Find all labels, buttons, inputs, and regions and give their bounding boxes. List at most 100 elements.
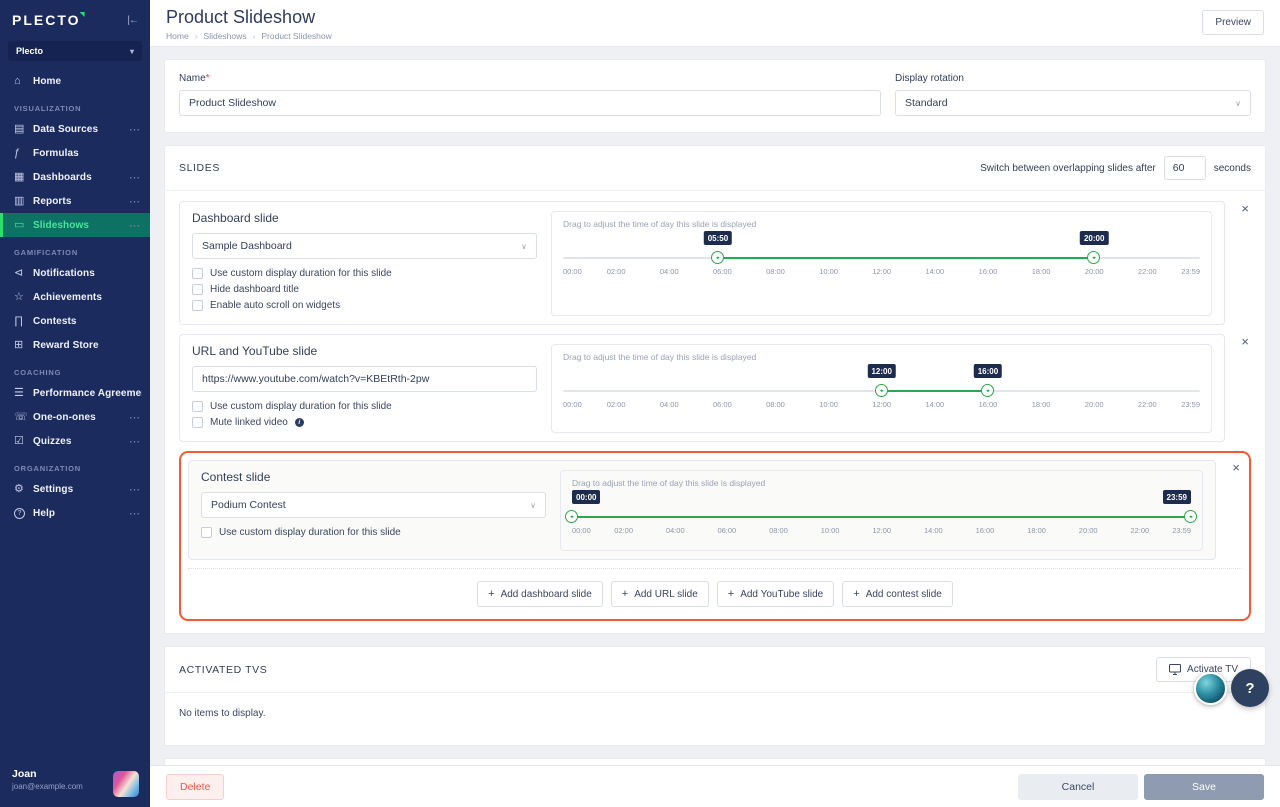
overlap-switch-label: Switch between overlapping slides after — [980, 162, 1156, 174]
sidebar-item-dashboards[interactable]: ▦ Dashboards ⋯ — [0, 165, 150, 189]
slides-section-title: SLIDES — [179, 162, 220, 174]
checkbox[interactable] — [192, 268, 203, 279]
more-options-icon[interactable]: ⋯ — [129, 195, 140, 208]
more-options-icon[interactable]: ⋯ — [129, 435, 140, 448]
formulas-icon: ƒ — [14, 146, 21, 159]
slider-handle-end[interactable] — [1087, 251, 1101, 264]
sidebar-item-quizzes[interactable]: ☑ Quizzes ⋯ — [0, 429, 150, 453]
preview-button[interactable]: Preview — [1202, 10, 1264, 35]
more-options-icon[interactable]: ⋯ — [129, 507, 140, 520]
info-icon[interactable]: i — [294, 418, 304, 427]
checkbox[interactable] — [192, 417, 203, 428]
time-range-slider: 00:00 23:59 00:00 02:00 04:00 06:00 08:00 10:… — [565, 490, 1197, 536]
save-button[interactable]: Save — [1144, 773, 1264, 800]
slider-range — [572, 516, 1191, 518]
plecto-logo: PLECTO — [12, 12, 85, 28]
chat-launcher[interactable] — [1194, 672, 1227, 705]
add-slide-button[interactable]: + Add contest slide — [842, 581, 953, 607]
time-range-slider: 12:00 16:00 00:00 02:00 04:00 06:00 08:00 10:… — [563, 364, 1200, 410]
display-rotation-value: Standard — [905, 97, 948, 109]
url-slide-options: Use custom display duration for this sli… — [192, 401, 537, 428]
slider-tooltip-end: 20:00 — [1079, 231, 1109, 245]
remove-slide-icon[interactable]: × — [1241, 201, 1249, 216]
contest-slide-options: Use custom display duration for this sli… — [201, 527, 546, 538]
user-email: joan@example.com — [12, 782, 83, 791]
tick-label: 00:00 — [563, 267, 582, 276]
tick-label: 02:00 — [606, 400, 626, 409]
dashboard-select[interactable]: Sample Dashboard ∨ — [192, 233, 537, 259]
more-options-icon[interactable]: ⋯ — [129, 411, 140, 424]
slider-handle-start[interactable] — [565, 510, 578, 523]
sidebar-item-slideshows[interactable]: ▭ Slideshows ⋯ — [0, 213, 150, 237]
sidebar-item-home[interactable]: ⌂ Home — [0, 69, 150, 93]
contest-select[interactable]: Podium Contest ∨ — [201, 492, 546, 518]
sidebar-item-settings[interactable]: ⚙ Settings ⋯ — [0, 477, 150, 501]
checkbox[interactable] — [201, 527, 212, 538]
display-rotation-select[interactable]: Standard ∨ — [895, 90, 1251, 116]
checkbox[interactable] — [192, 300, 203, 311]
tick-label: 04:00 — [665, 526, 685, 535]
time-range-slider: 05:50 20:00 00:00 02:00 04:00 06:00 08:00 10:… — [563, 231, 1200, 277]
tv-icon — [1169, 664, 1182, 675]
sidebar-item-label: Data Sources — [33, 123, 99, 135]
sidebar-item-label: One-on-ones — [33, 411, 96, 423]
performance-agreements-icon: ☰ — [14, 386, 24, 399]
delete-button[interactable]: Delete — [166, 773, 225, 800]
sidebar-item-formulas[interactable]: ƒ Formulas — [0, 141, 150, 165]
tick-label: 14:00 — [925, 267, 945, 276]
remove-slide-icon[interactable]: × — [1241, 334, 1249, 349]
tick-label: 14:00 — [923, 526, 943, 535]
collapse-sidebar-icon[interactable]: |← — [127, 14, 139, 26]
more-options-icon[interactable]: ⋯ — [129, 171, 140, 184]
breadcrumb-home[interactable]: Home — [166, 31, 189, 41]
sidebar-item-label: Home — [33, 75, 62, 87]
sidebar-item-performance-agreements[interactable]: ☰ Performance Agreements — [0, 381, 150, 405]
sidebar-item-notifications[interactable]: ⊲ Notifications — [0, 261, 150, 285]
help-button[interactable]: ? — [1231, 669, 1269, 707]
checkbox[interactable] — [192, 401, 203, 412]
sidebar-item-one-on-ones[interactable]: ☏ One-on-ones ⋯ — [0, 405, 150, 429]
slider-handle-end[interactable] — [980, 384, 994, 397]
checkbox-label: Mute linked video — [210, 417, 288, 428]
add-slide-button[interactable]: + Add YouTube slide — [716, 581, 835, 607]
remove-slide-icon[interactable]: × — [1232, 460, 1240, 475]
cancel-button[interactable]: Cancel — [1018, 773, 1138, 800]
checkbox[interactable] — [192, 284, 203, 295]
action-bar: Delete Cancel Save — [150, 765, 1280, 807]
sidebar-item-data-sources[interactable]: ▤ Data Sources ⋯ — [0, 117, 150, 141]
tick-label: 02:00 — [606, 267, 626, 276]
tick-label: 18:00 — [1031, 267, 1051, 276]
sidebar-item-label: Achievements — [33, 291, 103, 303]
more-options-icon[interactable]: ⋯ — [129, 483, 140, 496]
avatar[interactable] — [113, 771, 139, 797]
name-input[interactable] — [179, 90, 881, 116]
checkbox-label: Use custom display duration for this sli… — [210, 268, 392, 279]
organization-selector[interactable]: Plecto ▾ — [8, 41, 142, 61]
url-slide-row: URL and YouTube slide Use custom display… — [179, 334, 1251, 442]
sidebar-item-contests[interactable]: ∏ Contests — [0, 309, 150, 333]
reward-store-icon: ⊞ — [14, 338, 24, 351]
sidebar-item-label: Dashboards — [33, 171, 92, 183]
add-slide-button[interactable]: + Add dashboard slide — [477, 581, 603, 607]
sidebar-item-achievements[interactable]: ☆ Achievements — [0, 285, 150, 309]
more-options-icon[interactable]: ⋯ — [129, 219, 140, 232]
slider-handle-start[interactable] — [874, 384, 888, 397]
data-sources-icon: ▤ — [14, 122, 25, 135]
url-input[interactable] — [192, 366, 537, 392]
more-options-icon[interactable]: ⋯ — [129, 123, 140, 136]
add-slide-button[interactable]: + Add URL slide — [610, 581, 709, 607]
user-profile[interactable]: Joan joan@example.com — [0, 759, 150, 807]
page-title: Product Slideshow — [166, 7, 316, 27]
sidebar-item-reports[interactable]: ▥ Reports ⋯ — [0, 189, 150, 213]
tick-label: 12:00 — [872, 526, 892, 535]
tick-label: 08:00 — [766, 267, 785, 276]
sidebar-item-reward-store[interactable]: ⊞ Reward Store — [0, 333, 150, 357]
empty-state-text: No items to display. — [179, 708, 266, 719]
breadcrumb-slideshows[interactable]: Slideshows — [203, 31, 247, 41]
slides-card: SLIDES Switch between overlapping slides… — [164, 145, 1266, 634]
tick-label: 18:00 — [1027, 526, 1046, 535]
overlap-seconds-input[interactable] — [1163, 156, 1206, 180]
slider-handle-end[interactable] — [1184, 510, 1197, 523]
sidebar-item-help[interactable]: ? Help ⋯ — [0, 501, 150, 525]
slider-handle-start[interactable] — [710, 251, 724, 264]
